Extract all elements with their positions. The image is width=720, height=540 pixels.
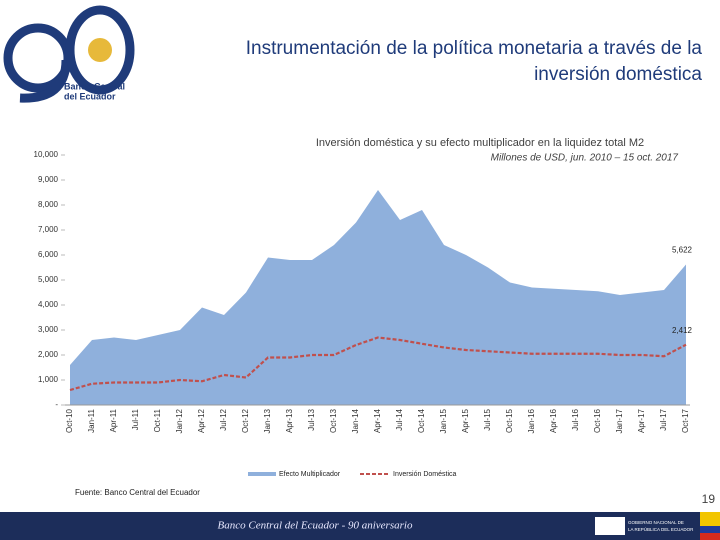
flag [700,526,720,533]
logo-zero [65,5,135,95]
page-number: 19 [702,492,716,506]
legend-label: Inversión Doméstica [393,471,457,478]
logo [3,5,135,103]
x-tick-label: Jan-16 [527,408,536,433]
y-tick-label: 4,000 [38,300,59,309]
x-tick-label: Oct-15 [505,408,514,433]
x-tick-label: Jul-16 [571,408,580,430]
x-tick-label: Jul-17 [659,408,668,430]
x-tick-label: Jul-11 [131,408,140,430]
y-tick-label: 6,000 [38,250,59,259]
x-tick-label: Jul-12 [219,408,228,430]
y-tick-label: - [55,400,58,409]
x-tick-label: Jan-15 [439,408,448,433]
x-tick-label: Apr-13 [285,408,294,433]
logo-text: Banco Central [64,81,125,91]
x-tick-label: Apr-17 [637,408,646,433]
x-tick-label: Jan-17 [615,408,624,433]
x-tick-label: Oct-14 [417,408,426,433]
x-tick-label: Oct-16 [593,408,602,433]
y-tick-label: 10,000 [34,150,59,159]
logo-nine-tail [19,59,71,103]
y-tick-label: 2,000 [38,350,59,359]
slide-title: Instrumentación de la política monetaria… [246,38,703,59]
line [69,336,687,392]
x-tick-label: Apr-11 [109,408,118,432]
legend-swatch [248,472,276,476]
footer-text: Banco Central del Ecuador - 90 aniversar… [218,520,413,532]
x-tick-label: Oct-12 [241,408,250,433]
y-tick-label: 3,000 [38,325,59,334]
data-label: 5,622 [672,246,693,255]
slide-title: inversión doméstica [534,64,702,85]
x-tick-label: Jul-13 [307,408,316,430]
legend-label: Efecto Multiplicador [279,471,341,478]
gov-text: LA REPÚBLICA DEL ECUADOR [628,526,694,532]
x-tick-label: Apr-14 [373,408,382,433]
logo-emblem [88,38,112,62]
x-tick-label: Jan-13 [263,408,272,433]
x-tick-label: Oct-11 [153,408,162,432]
y-tick-label: 5,000 [38,275,59,284]
x-tick-label: Oct-10 [65,408,74,433]
area [70,190,686,405]
x-tick-label: Jul-15 [483,408,492,430]
flag [700,533,720,540]
y-tick-label: 7,000 [38,225,59,234]
x-tick-label: Jan-11 [87,408,96,432]
x-tick-label: Jan-14 [351,408,360,433]
x-tick-label: Apr-16 [549,408,558,433]
gov-text: GOBIERNO NACIONAL DE [628,520,684,525]
x-tick-label: Oct-17 [681,408,690,433]
gov-logo-box [595,517,625,535]
logo-text: del Ecuador [64,91,116,101]
x-tick-label: Oct-13 [329,408,338,433]
data-label: 2,412 [672,326,693,335]
chart-title: Inversión doméstica y su efecto multipli… [316,137,644,149]
x-tick-label: Apr-12 [197,408,206,433]
x-tick-label: Jul-14 [395,408,404,430]
chart-subtitle: Millones de USD, jun. 2010 – 15 oct. 201… [491,153,679,164]
x-tick-label: Jan-12 [175,408,184,433]
y-tick-label: 1,000 [38,375,59,384]
y-tick-label: 9,000 [38,175,59,184]
source: Fuente: Banco Central del Ecuador [75,488,200,497]
y-tick-label: 8,000 [38,200,59,209]
x-tick-label: Apr-15 [461,408,470,433]
